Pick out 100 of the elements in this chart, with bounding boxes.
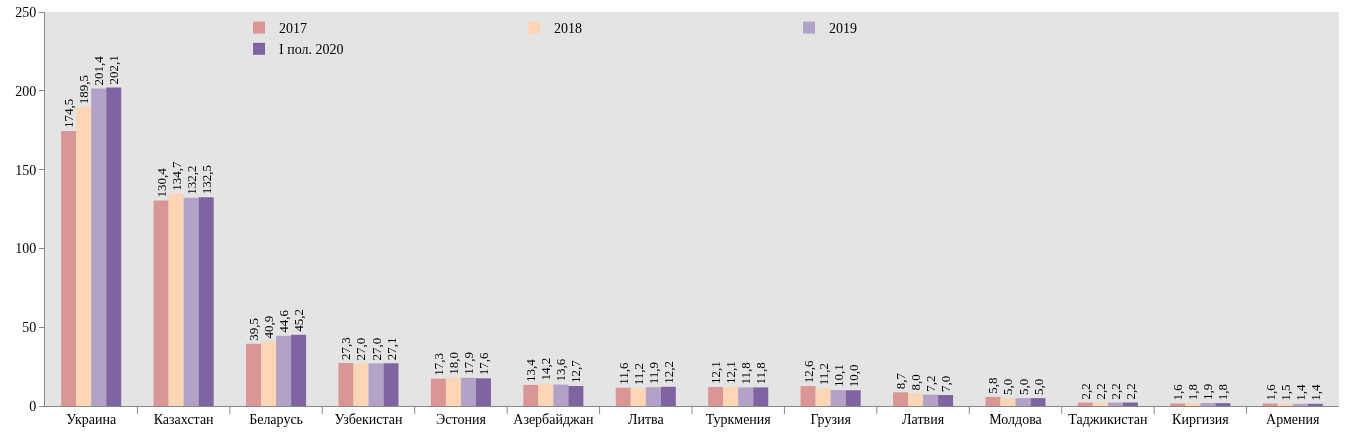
bar: [168, 193, 184, 406]
bar: [353, 363, 369, 406]
x-tick-label: Казахстан: [153, 411, 215, 427]
x-tick-label: Беларусь: [249, 411, 304, 427]
y-tick-label: 150: [15, 162, 37, 178]
data-label: 174,5: [61, 98, 77, 128]
bar: [430, 378, 446, 406]
bar: [845, 390, 861, 406]
bar: [660, 386, 676, 406]
data-label: 12,2: [660, 361, 676, 384]
data-label: 11,2: [815, 363, 831, 386]
data-label: 11,8: [753, 362, 769, 385]
data-label: 27,1: [383, 337, 399, 361]
legend-label: I пол. 2020: [279, 42, 344, 58]
bar: [276, 335, 292, 406]
data-label: 1,4: [1292, 384, 1308, 401]
x-tick-label: Украина: [66, 411, 117, 427]
data-label: 11,9: [645, 361, 661, 385]
bar: [1015, 398, 1031, 406]
data-label: 1,6: [1170, 383, 1186, 401]
y-tick-label: 50: [22, 320, 37, 336]
y-tick-label: 0: [29, 398, 37, 414]
data-label: 17,9: [460, 352, 476, 375]
bar: [183, 197, 199, 406]
bar: [106, 87, 122, 406]
data-label: 7,0: [938, 375, 954, 392]
data-label: 10,0: [845, 364, 861, 388]
data-label: 12,1: [708, 361, 724, 384]
data-label: 1,8: [1185, 383, 1201, 401]
data-label: 11,8: [738, 362, 754, 385]
bar: [61, 130, 77, 406]
bar: [923, 394, 939, 406]
bar: [261, 341, 277, 406]
x-tick-label: Грузия: [810, 411, 852, 427]
data-label: 12,1: [723, 361, 739, 384]
bar: [908, 393, 924, 406]
bar: [893, 392, 909, 406]
data-label: 12,7: [568, 359, 584, 383]
data-label: 27,0: [368, 337, 384, 361]
data-label: 11,6: [615, 361, 631, 385]
bar: [1262, 403, 1278, 406]
bar: [383, 363, 399, 406]
x-tick-label: Молдова: [989, 411, 1043, 427]
x-tick-label: Эстония: [436, 411, 487, 427]
data-label: 13,6: [553, 358, 569, 382]
bar: [1030, 398, 1046, 406]
legend-label: 2018: [554, 21, 583, 37]
bar: [738, 387, 754, 406]
data-label: 13,4: [523, 358, 539, 382]
data-label: 2,2: [1107, 383, 1123, 400]
data-label: 8,7: [893, 372, 909, 390]
bar: [475, 378, 491, 406]
data-label: 12,6: [800, 359, 816, 384]
x-tick-label: Латвия: [902, 411, 945, 427]
y-tick-label: 200: [15, 83, 37, 99]
x-tick-label: Азербайджан: [513, 411, 594, 427]
data-label: 17,3: [430, 352, 446, 376]
data-label: 44,6: [276, 309, 292, 333]
data-label: 202,1: [106, 55, 122, 85]
data-label: 45,2: [291, 309, 307, 332]
data-label: 27,0: [353, 337, 369, 361]
data-label: 8,0: [908, 374, 924, 391]
x-tick-label: Киргизия: [1172, 411, 1230, 427]
bar: [985, 396, 1001, 406]
data-label: 2,2: [1122, 383, 1138, 400]
bar: [1307, 403, 1323, 406]
bar: [291, 334, 307, 406]
legend-label: 2017: [279, 21, 308, 37]
bar: [523, 384, 539, 406]
data-label: 5,0: [1030, 378, 1046, 396]
data-label: 134,7: [168, 160, 184, 191]
data-label: 1,9: [1200, 383, 1216, 401]
y-tick-label: 100: [15, 241, 37, 257]
bar: [445, 377, 461, 406]
bar: [568, 385, 584, 406]
data-label: 1,4: [1307, 384, 1323, 401]
bar: [76, 107, 92, 406]
bar: [723, 386, 739, 406]
data-label: 5,0: [1015, 378, 1031, 396]
data-label: 1,6: [1262, 383, 1278, 401]
bar: [1215, 403, 1231, 406]
bar: [538, 383, 554, 406]
bar: [830, 390, 846, 406]
x-tick-label: Литва: [627, 411, 665, 427]
bar: [153, 200, 169, 406]
bar: [615, 387, 631, 406]
data-label: 132,2: [183, 165, 199, 195]
bar: [1000, 398, 1016, 406]
bar: [938, 394, 954, 406]
data-label: 2,2: [1092, 383, 1108, 400]
data-label: 7,2: [923, 375, 939, 392]
bar: [553, 384, 569, 406]
bar: [246, 343, 262, 406]
legend-label: 2019: [829, 21, 858, 37]
data-label: 5,0: [1000, 378, 1016, 396]
data-label: 201,4: [91, 55, 107, 86]
data-label: 14,2: [538, 357, 554, 381]
data-label: 5,8: [985, 377, 1001, 394]
x-tick-label: Таджикистан: [1068, 411, 1149, 427]
bar: [338, 362, 354, 406]
